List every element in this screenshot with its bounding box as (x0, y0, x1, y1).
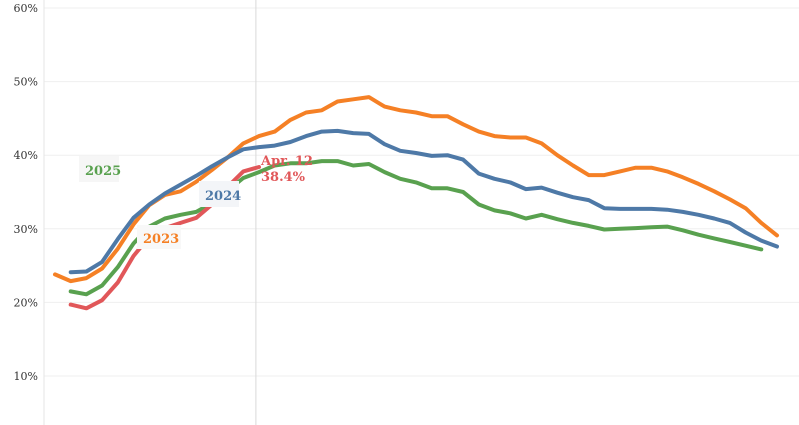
y-tick-label: 30% (14, 223, 38, 236)
label-2024-group: 2024 (199, 181, 241, 207)
y-tick-label: 60% (14, 2, 38, 15)
label-2024: 2024 (205, 189, 241, 204)
annotation-date: Apr. 12 (260, 154, 313, 169)
label-2023-group: 2023 (137, 225, 181, 249)
y-tick-label: 50% (14, 76, 38, 89)
y-tick-label: 40% (14, 149, 38, 162)
annotation-value: 38.4% (261, 170, 306, 185)
y-tick-label: 20% (14, 296, 38, 309)
label-2023: 2023 (143, 232, 179, 247)
series-lines (53, 95, 779, 311)
label-2025-group: 2025 (79, 156, 121, 182)
label-2025: 2025 (85, 164, 121, 179)
y-tick-label: 10% (14, 370, 38, 383)
series-line-2025 (68, 159, 764, 297)
gridlines (44, 7, 799, 377)
series-line-2023 (53, 95, 779, 284)
series-line-2024 (68, 128, 779, 275)
latest-annotation: Apr. 12 38.4% (260, 154, 313, 185)
label-2023-box (137, 225, 181, 249)
y-axis: 10% 20% 30% 40% 50% 60% (14, 0, 45, 425)
label-2025-box (79, 156, 119, 182)
label-2024-box (199, 181, 239, 207)
